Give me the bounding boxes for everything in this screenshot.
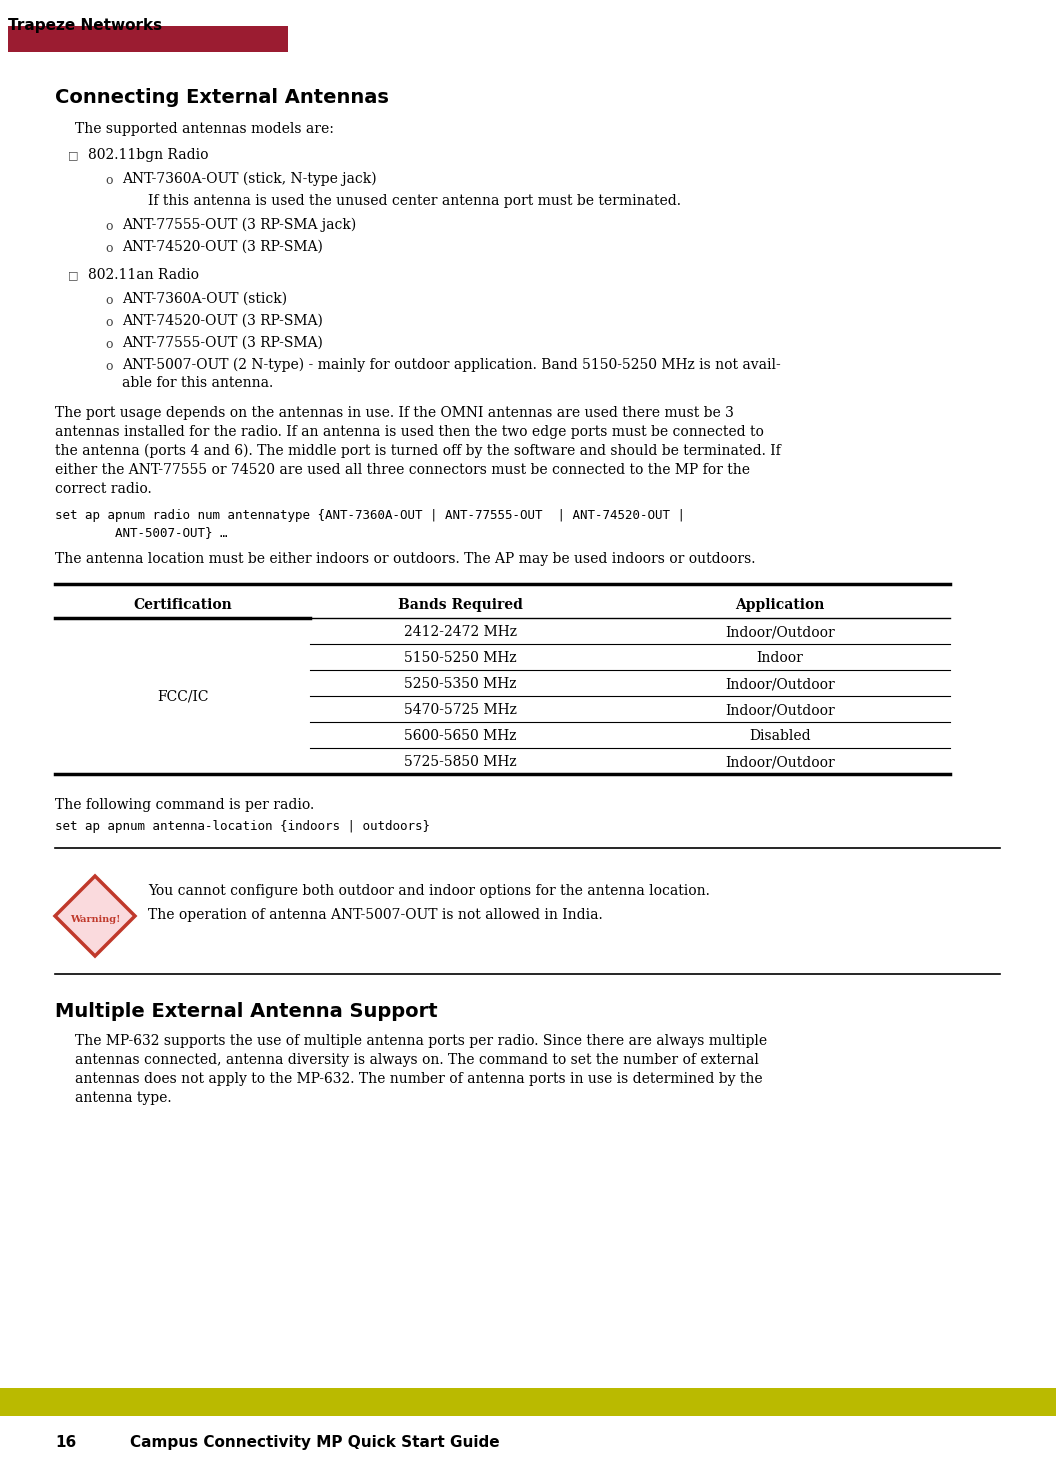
Text: Indoor/Outdoor: Indoor/Outdoor: [725, 677, 835, 690]
Text: 5725-5850 MHz: 5725-5850 MHz: [403, 755, 516, 770]
Polygon shape: [55, 877, 135, 956]
Text: The supported antennas models are:: The supported antennas models are:: [75, 122, 334, 136]
Text: correct radio.: correct radio.: [55, 482, 152, 496]
Text: o: o: [105, 317, 113, 328]
Text: o: o: [105, 220, 113, 233]
Text: ANT-74520-OUT (3 RP-SMA): ANT-74520-OUT (3 RP-SMA): [122, 314, 323, 328]
Text: Warning!: Warning!: [70, 915, 120, 925]
Text: ANT-5007-OUT} …: ANT-5007-OUT} …: [55, 526, 227, 539]
Text: antennas connected, antenna diversity is always on. The command to set the numbe: antennas connected, antenna diversity is…: [75, 1053, 759, 1067]
Text: The operation of antenna ANT-5007-OUT is not allowed in India.: The operation of antenna ANT-5007-OUT is…: [148, 907, 603, 922]
Text: able for this antenna.: able for this antenna.: [122, 375, 274, 390]
Text: 2412-2472 MHz: 2412-2472 MHz: [403, 625, 516, 639]
Text: ANT-5007-OUT (2 N-type) - mainly for outdoor application. Band 5150-5250 MHz is : ANT-5007-OUT (2 N-type) - mainly for out…: [122, 358, 780, 372]
Text: You cannot configure both outdoor and indoor options for the antenna location.: You cannot configure both outdoor and in…: [148, 884, 710, 899]
Text: The port usage depends on the antennas in use. If the OMNI antennas are used the: The port usage depends on the antennas i…: [55, 406, 734, 419]
Text: FCC/IC: FCC/IC: [157, 689, 209, 704]
Bar: [8, 26, 288, 51]
Text: 5470-5725 MHz: 5470-5725 MHz: [403, 704, 516, 717]
Text: Certification: Certification: [134, 598, 232, 611]
Text: Connecting External Antennas: Connecting External Antennas: [55, 88, 389, 107]
Text: Indoor/Outdoor: Indoor/Outdoor: [725, 755, 835, 770]
Text: Application: Application: [735, 598, 825, 611]
Text: ANT-7360A-OUT (stick): ANT-7360A-OUT (stick): [122, 292, 287, 306]
Text: o: o: [105, 361, 113, 372]
Text: Campus Connectivity MP Quick Start Guide: Campus Connectivity MP Quick Start Guide: [130, 1435, 499, 1450]
Text: Multiple External Antenna Support: Multiple External Antenna Support: [55, 1001, 437, 1020]
Text: ANT-77555-OUT (3 RP-SMA): ANT-77555-OUT (3 RP-SMA): [122, 336, 323, 350]
Text: □: □: [68, 270, 78, 280]
Text: Indoor/Outdoor: Indoor/Outdoor: [725, 625, 835, 639]
Text: The following command is per radio.: The following command is per radio.: [55, 798, 315, 812]
Text: o: o: [105, 242, 113, 255]
Text: ANT-74520-OUT (3 RP-SMA): ANT-74520-OUT (3 RP-SMA): [122, 240, 323, 254]
Text: 802.11an Radio: 802.11an Radio: [88, 268, 199, 281]
Text: Indoor/Outdoor: Indoor/Outdoor: [725, 704, 835, 717]
Text: o: o: [105, 339, 113, 350]
Text: the antenna (ports 4 and 6). The middle port is turned off by the software and s: the antenna (ports 4 and 6). The middle …: [55, 444, 780, 459]
Text: set ap apnum radio num antennatype {ANT-7360A-OUT | ANT-77555-OUT  | ANT-74520-O: set ap apnum radio num antennatype {ANT-…: [55, 509, 685, 522]
Text: ANT-77555-OUT (3 RP-SMA jack): ANT-77555-OUT (3 RP-SMA jack): [122, 218, 356, 233]
Text: If this antenna is used the unused center antenna port must be terminated.: If this antenna is used the unused cente…: [148, 194, 681, 208]
Text: ANT-7360A-OUT (stick, N-type jack): ANT-7360A-OUT (stick, N-type jack): [122, 172, 377, 186]
Text: antennas does not apply to the MP-632. The number of antenna ports in use is det: antennas does not apply to the MP-632. T…: [75, 1072, 762, 1086]
Text: set ap apnum antenna-location {indoors | outdoors}: set ap apnum antenna-location {indoors |…: [55, 819, 430, 833]
Text: 802.11bgn Radio: 802.11bgn Radio: [88, 148, 208, 163]
Text: 5250-5350 MHz: 5250-5350 MHz: [403, 677, 516, 690]
Text: 5150-5250 MHz: 5150-5250 MHz: [403, 651, 516, 666]
Text: □: □: [68, 150, 78, 160]
Text: 16: 16: [55, 1435, 76, 1450]
Bar: [0, 1388, 1056, 1416]
Text: Indoor: Indoor: [756, 651, 804, 666]
Text: Bands Required: Bands Required: [397, 598, 523, 611]
Text: The antenna location must be either indoors or outdoors. The AP may be used indo: The antenna location must be either indo…: [55, 553, 755, 566]
Text: o: o: [105, 295, 113, 306]
Text: either the ANT-77555 or 74520 are used all three connectors must be connected to: either the ANT-77555 or 74520 are used a…: [55, 463, 750, 476]
Text: The MP-632 supports the use of multiple antenna ports per radio. Since there are: The MP-632 supports the use of multiple …: [75, 1034, 767, 1048]
Text: Disabled: Disabled: [749, 729, 811, 743]
Text: o: o: [105, 174, 113, 188]
Text: antennas installed for the radio. If an antenna is used then the two edge ports : antennas installed for the radio. If an …: [55, 425, 763, 438]
Text: antenna type.: antenna type.: [75, 1091, 172, 1105]
Text: 5600-5650 MHz: 5600-5650 MHz: [403, 729, 516, 743]
Text: Trapeze Networks: Trapeze Networks: [8, 18, 163, 34]
